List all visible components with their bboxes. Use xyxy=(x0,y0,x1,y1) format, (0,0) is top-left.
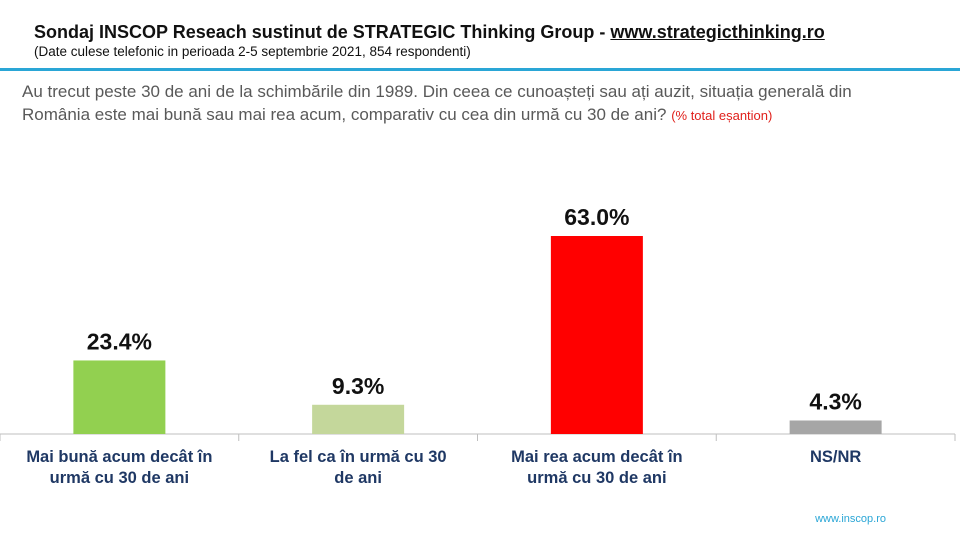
bar-chart: 23.4% Mai bună acum decât în urmă cu 30 de… xyxy=(0,204,956,487)
sample-note: (% total eșantion) xyxy=(671,108,773,123)
page-title: Sondaj INSCOP Reseach sustinut de STRATE… xyxy=(34,22,825,43)
bar xyxy=(789,420,882,434)
bar xyxy=(73,360,166,434)
question-text: Au trecut peste 30 de ani de la schimbăr… xyxy=(22,82,852,124)
category-label: NS/NR xyxy=(810,448,861,466)
data-label: 63.0% xyxy=(564,204,629,230)
strategic-thinking-link[interactable]: www.strategicthinking.ro xyxy=(610,22,825,42)
bar xyxy=(312,404,405,434)
title-prefix: Sondaj INSCOP Reseach sustinut de STRATE… xyxy=(34,22,611,42)
data-label: 23.4% xyxy=(87,328,152,354)
survey-question: Au trecut peste 30 de ani de la schimbăr… xyxy=(22,80,922,127)
bar xyxy=(550,236,643,434)
footer-url[interactable]: www.inscop.ro xyxy=(815,513,886,525)
data-label: 9.3% xyxy=(332,373,384,399)
category-label: Mai rea acum decât în urmă cu 30 de ani xyxy=(511,448,683,487)
page-subtitle: (Date culese telefonic in perioada 2-5 s… xyxy=(34,44,471,59)
category-label: Mai bună acum decât în urmă cu 30 de ani xyxy=(26,448,212,487)
category-label: La fel ca în urmă cu 30 de ani xyxy=(270,448,447,487)
data-label: 4.3% xyxy=(809,388,861,414)
header-divider xyxy=(0,68,960,71)
